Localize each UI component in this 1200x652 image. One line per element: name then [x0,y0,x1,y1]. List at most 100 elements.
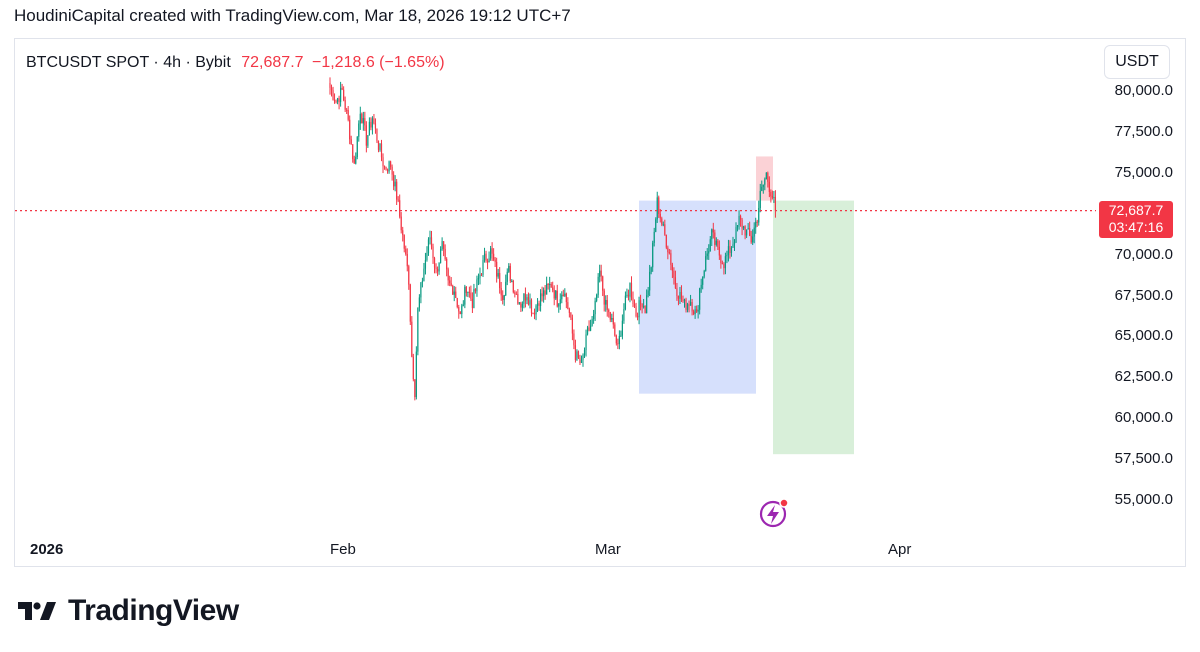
candle [580,355,583,364]
candle [503,294,505,306]
price-tick-label: 65,000.0 [1114,327,1173,345]
candle [359,106,361,130]
candle [465,286,467,297]
currency-button[interactable]: USDT [1104,45,1170,79]
candle [449,275,451,287]
candle [459,311,461,315]
candle [488,251,490,263]
candle [486,258,489,270]
candle [747,223,749,230]
candle [441,237,443,251]
candle [333,93,336,104]
candle [494,257,496,268]
candle [403,234,405,253]
candle [535,304,537,321]
candle [408,264,410,290]
candle [723,262,725,275]
candle [521,301,524,312]
candle [620,330,622,337]
candle [773,190,775,203]
candle [736,224,739,232]
candle [724,252,727,275]
candle [632,291,634,308]
candle [499,267,501,294]
tradingview-wordmark: TradingView [68,594,239,627]
candle [668,248,670,255]
candle [750,230,752,244]
candle [456,297,458,309]
tradingview-logo[interactable]: TradingView [16,594,239,628]
symbol-change: −1,218.6 (−1.65%) [311,54,445,71]
candle [565,292,567,309]
candle [670,249,672,271]
candle [614,322,616,337]
candle [694,305,696,319]
candle [611,313,613,323]
candle [739,214,742,227]
chart-frame[interactable] [14,38,1186,567]
candle [506,268,508,286]
lightning-alert-icon[interactable] [759,498,789,528]
candle [602,275,604,297]
candle [500,281,502,301]
candle [350,135,352,145]
candle [767,171,769,188]
candle [686,302,689,313]
candle [699,287,701,315]
candle [462,300,464,307]
candle [618,330,620,350]
candle [340,81,342,107]
candle [450,277,452,287]
candle [520,301,522,312]
candle [364,111,366,131]
candle [367,135,369,148]
candle [511,279,513,283]
price-tick-label: 57,500.0 [1114,450,1173,468]
candle [697,305,699,319]
long-target-zone[interactable] [773,200,854,455]
candle [571,314,573,341]
candle [606,295,608,317]
candle [709,236,711,252]
candle [553,285,555,306]
candle [468,286,470,298]
candle [418,294,420,312]
range-box[interactable] [639,200,756,394]
candle [455,286,457,299]
candle [673,267,675,285]
candle [771,190,773,200]
candle [383,165,386,170]
candle [674,270,677,290]
candle [536,298,539,313]
last-price-tag-value: 72,687.7 [1108,202,1164,218]
candle [588,320,590,332]
candle [365,121,367,153]
tradingview-logo-icon [18,602,56,620]
candle [550,282,552,288]
candle [549,276,551,293]
candle [643,298,645,309]
candle [703,269,705,279]
candle [417,307,419,356]
candle [453,286,455,302]
candle [761,180,763,192]
candle [635,302,637,318]
candle [532,312,534,315]
candle [596,293,598,303]
candle [524,287,527,308]
candle [538,300,540,311]
price-tick-label: 70,000.0 [1114,245,1173,263]
candle [505,274,507,297]
time-tick-label: Mar [595,541,621,558]
candle [514,290,516,298]
candle [682,295,684,303]
candle [639,294,642,311]
candle [644,305,646,314]
candle [647,286,649,298]
candle [421,277,424,288]
candle [400,212,402,234]
candle [541,286,543,302]
candle [730,246,733,257]
candle [688,300,690,313]
